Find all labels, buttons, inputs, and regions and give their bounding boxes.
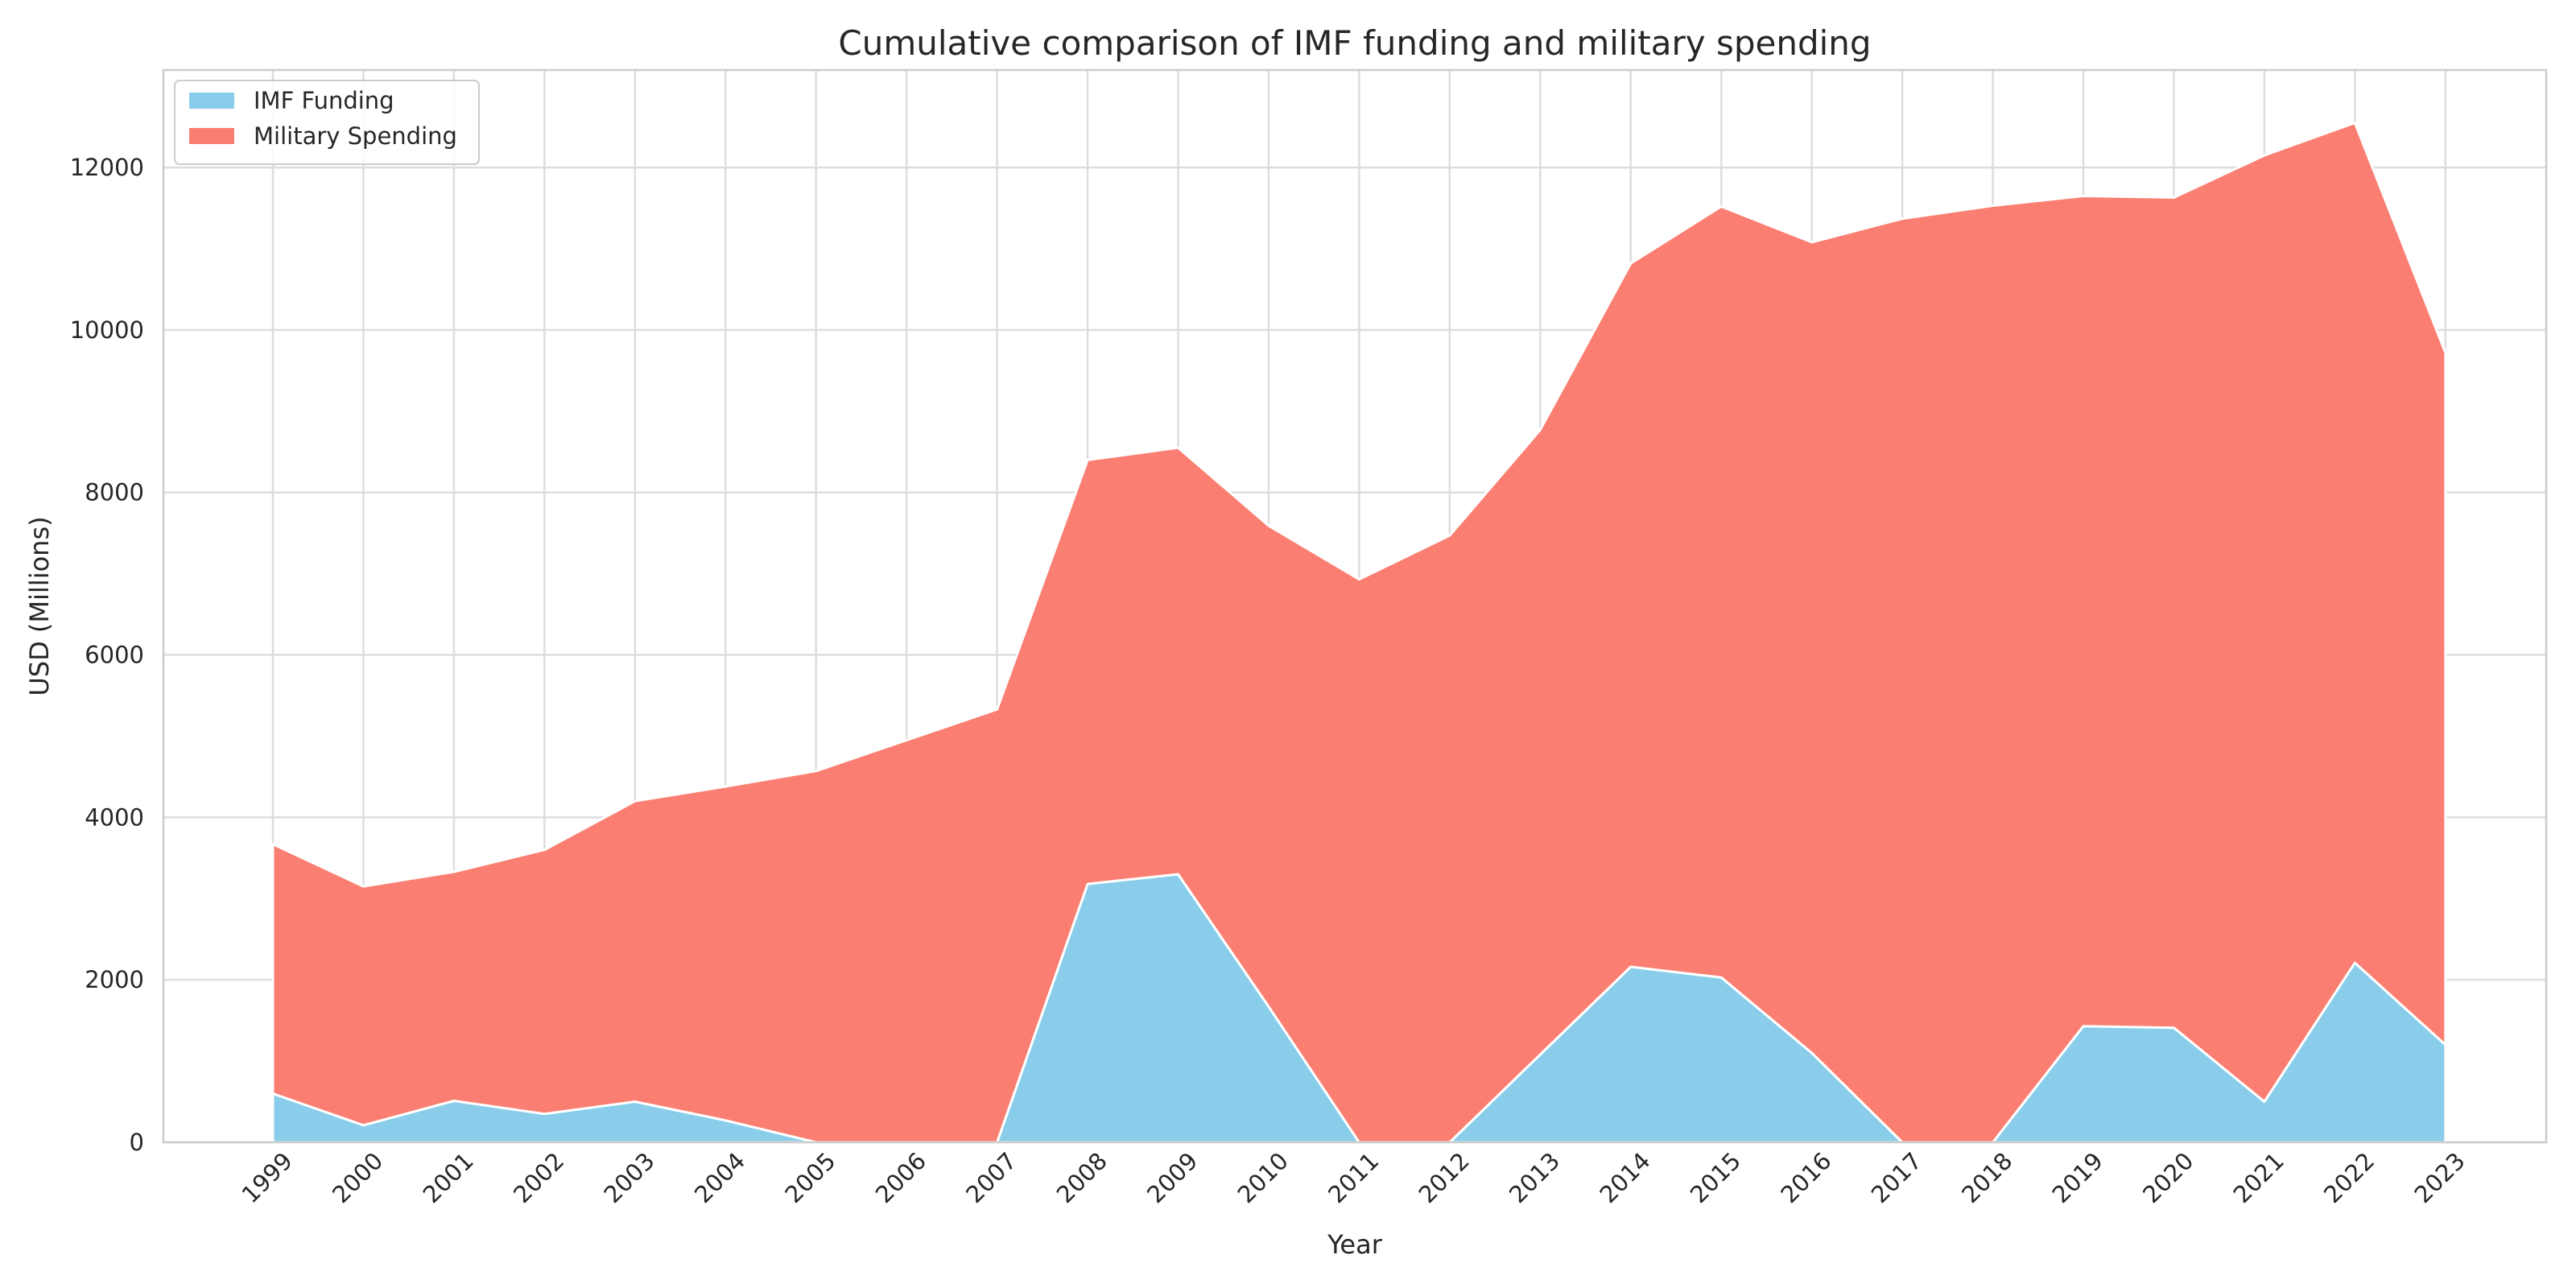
y-tick-label: 10000 [70,316,144,344]
x-tick-label: 2004 [689,1147,750,1208]
y-tick-label: 8000 [85,479,144,506]
legend-label-military-spending: Military Spending [254,122,457,150]
y-axis-label: USD (Millions) [24,516,55,696]
plot-frame [162,68,2548,1144]
x-tick-label: 2014 [1595,1147,1656,1208]
x-tick-label: 2007 [960,1147,1022,1208]
x-tick-label: 2017 [1866,1147,1927,1208]
y-tick-label: 0 [130,1129,144,1156]
x-tick-label: 2018 [1956,1147,2017,1208]
x-tick-label: 2001 [418,1147,479,1208]
chart-title: Cumulative comparison of IMF funding and… [838,23,1871,63]
x-tick-label: 2010 [1232,1147,1294,1208]
x-tick-label: 2022 [2318,1147,2380,1208]
x-tick-label: 2009 [1141,1147,1203,1208]
y-axis-ticks: 0 2000 4000 6000 8000 10000 12000 [70,154,144,1156]
x-tick-label: 2019 [2047,1147,2108,1208]
x-tick-label: 2011 [1323,1147,1384,1208]
x-tick-label: 2015 [1685,1147,1746,1208]
x-tick-label: 2003 [599,1147,660,1208]
legend-label-imf-funding: IMF Funding [254,87,394,114]
x-tick-label: 2013 [1504,1147,1565,1208]
x-tick-label: 2005 [779,1147,840,1208]
legend-box [174,80,480,165]
x-tick-label: 2006 [870,1147,931,1208]
x-tick-label: 2016 [1775,1147,1836,1208]
x-tick-label: 2002 [508,1147,569,1208]
x-tick-label: 2012 [1414,1147,1475,1208]
legend-swatch-imf-funding [189,93,234,109]
x-axis-ticks: 1999 2000 2001 2002 2003 2004 2005 2006 2007 2008… [237,1147,2471,1208]
y-tick-label: 2000 [85,966,144,993]
x-tick-label: 2021 [2228,1147,2289,1208]
x-axis-label: Year [1327,1229,1383,1260]
legend-swatch-military-spending [189,128,234,144]
x-tick-label: 2000 [327,1147,388,1208]
x-tick-label: 2020 [2137,1147,2198,1208]
legend: IMF Funding Military Spending [174,80,480,165]
x-tick-label: 1999 [237,1147,298,1208]
x-tick-label: 2023 [2409,1147,2471,1208]
x-tick-label: 2008 [1051,1147,1113,1208]
y-tick-label: 6000 [85,642,144,669]
y-tick-label: 12000 [70,154,144,181]
y-tick-label: 4000 [85,803,144,831]
